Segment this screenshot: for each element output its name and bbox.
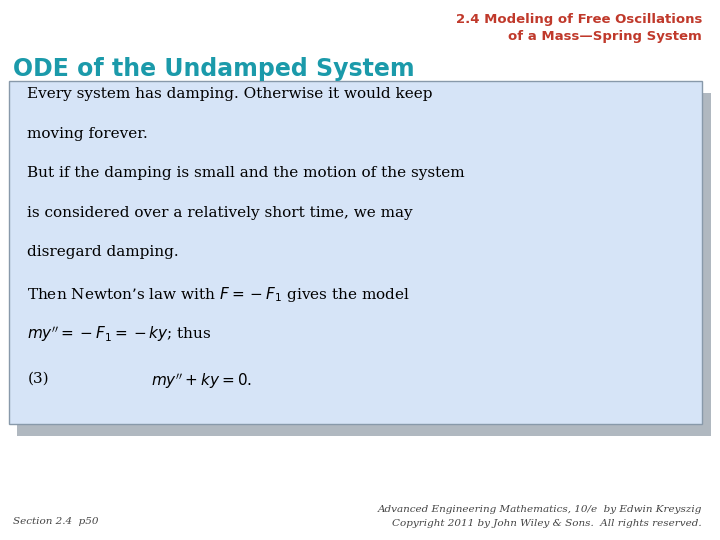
Text: is considered over a relatively short time, we may: is considered over a relatively short ti…: [27, 206, 413, 220]
FancyBboxPatch shape: [9, 81, 702, 424]
Text: Copyright 2011 by John Wiley & Sons.  All rights reserved.: Copyright 2011 by John Wiley & Sons. All…: [392, 519, 702, 528]
Text: disregard damping.: disregard damping.: [27, 245, 179, 259]
Text: Every system has damping. Otherwise it would keep: Every system has damping. Otherwise it w…: [27, 87, 433, 102]
Text: Section 2.4  p50: Section 2.4 p50: [13, 517, 99, 526]
Text: Then Newton’s law with $F = -F_1$ gives the model: Then Newton’s law with $F = -F_1$ gives …: [27, 285, 410, 303]
Text: moving forever.: moving forever.: [27, 127, 148, 141]
Text: 2.4 Modeling of Free Oscillations: 2.4 Modeling of Free Oscillations: [456, 14, 702, 26]
Text: of a Mass—Spring System: of a Mass—Spring System: [508, 30, 702, 43]
Text: (3): (3): [27, 372, 49, 386]
Text: But if the damping is small and the motion of the system: But if the damping is small and the moti…: [27, 166, 465, 180]
FancyBboxPatch shape: [17, 93, 711, 436]
Text: Advanced Engineering Mathematics, 10/e  by Edwin Kreyszig: Advanced Engineering Mathematics, 10/e b…: [377, 505, 702, 514]
Text: $my'' = -F_1 = -ky$; thus: $my'' = -F_1 = -ky$; thus: [27, 324, 212, 343]
Text: ODE of the Undamped System: ODE of the Undamped System: [13, 57, 415, 80]
Text: $my'' + ky = 0.$: $my'' + ky = 0.$: [151, 372, 253, 391]
